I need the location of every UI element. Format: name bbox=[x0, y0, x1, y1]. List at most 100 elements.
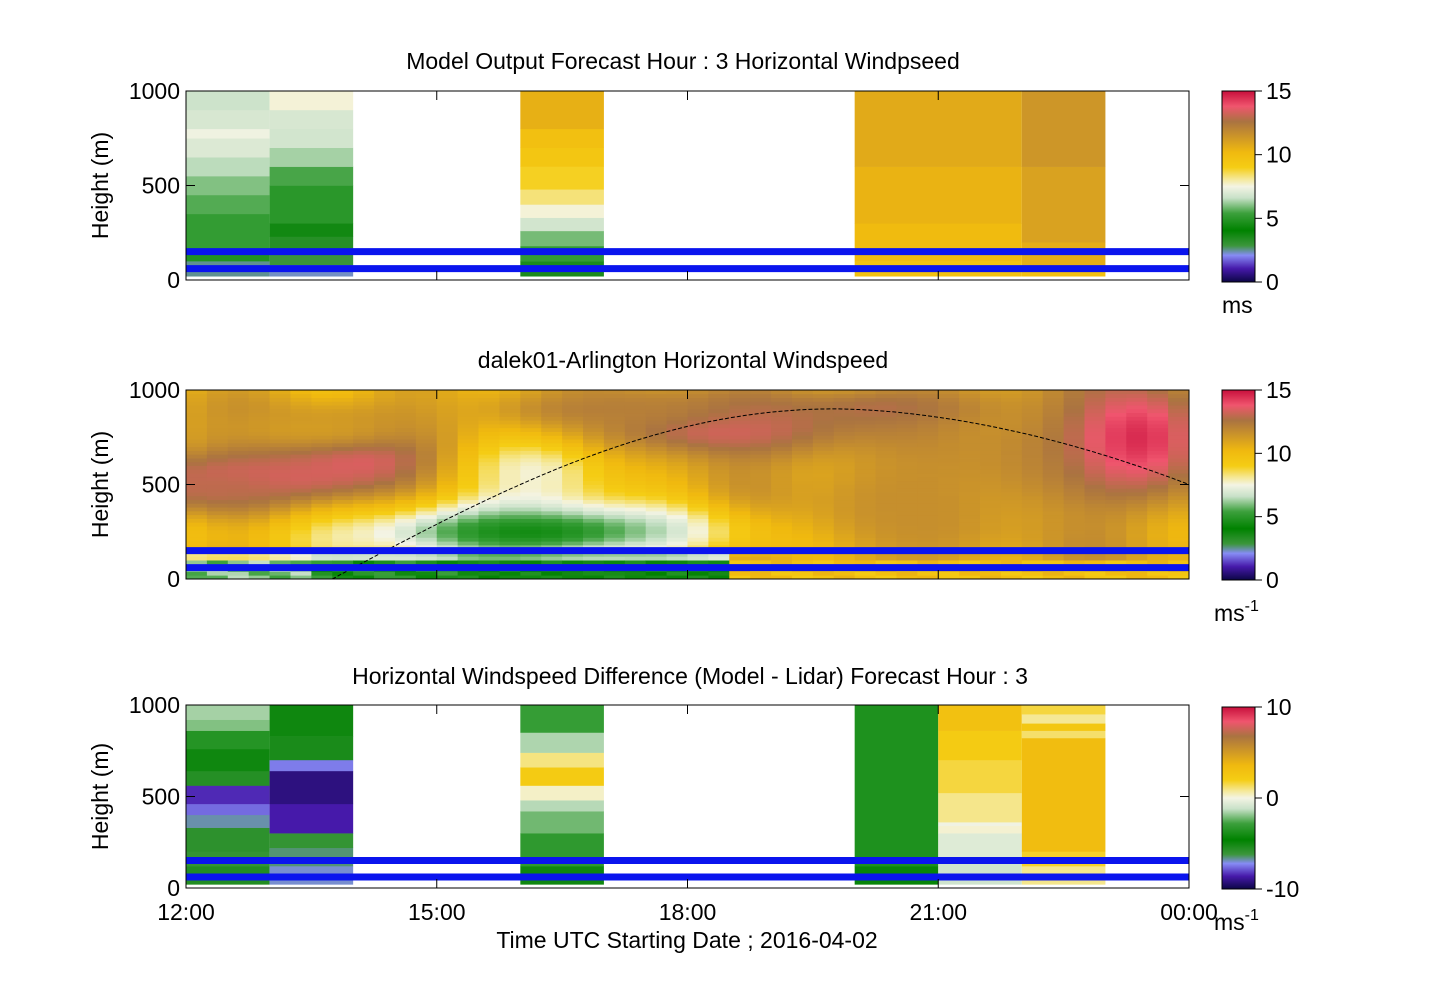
heatmap-cell bbox=[938, 408, 960, 414]
heatmap-cell bbox=[1042, 488, 1065, 493]
heatmap-cell bbox=[1063, 492, 1085, 497]
heatmap-cell bbox=[394, 484, 417, 489]
heatmap-cell bbox=[374, 526, 396, 531]
heatmap-cell bbox=[206, 556, 229, 561]
heatmap-cell bbox=[833, 442, 856, 448]
heatmap-cell bbox=[1147, 435, 1169, 440]
heatmap-cell bbox=[332, 560, 354, 565]
heatmap-cell bbox=[248, 514, 270, 519]
heatmap-cell bbox=[708, 435, 730, 440]
heatmap-cell bbox=[541, 465, 563, 470]
heatmap-cell bbox=[687, 560, 709, 565]
heatmap-cell bbox=[1084, 424, 1106, 429]
heatmap-cell bbox=[875, 408, 897, 414]
heatmap-cell bbox=[812, 552, 835, 557]
heatmap-cell bbox=[248, 476, 270, 482]
heatmap-cell bbox=[374, 514, 396, 519]
heatmap-cell bbox=[854, 556, 876, 561]
heatmap-cell bbox=[1000, 514, 1023, 519]
heatmap-cell bbox=[311, 405, 333, 410]
heatmap-cell bbox=[938, 393, 960, 398]
heatmap-cell bbox=[687, 503, 709, 508]
heatmap-cell bbox=[624, 424, 647, 429]
heatmap-cell bbox=[269, 442, 291, 448]
heatmap-cell bbox=[1021, 166, 1106, 243]
heatmap-cell bbox=[687, 533, 709, 538]
heatmap-cell bbox=[541, 405, 563, 410]
heatmap-cell bbox=[248, 416, 270, 421]
heatmap-cell bbox=[457, 390, 479, 395]
heatmap-cell bbox=[938, 492, 960, 497]
heatmap-cell bbox=[1021, 446, 1044, 451]
colorbar-unit-exponent: -1 bbox=[1245, 598, 1259, 615]
heatmap-cell bbox=[520, 785, 604, 801]
heatmap-cell bbox=[645, 526, 668, 531]
heatmap-cell bbox=[478, 522, 500, 527]
heatmap-cell bbox=[332, 390, 354, 395]
heatmap-cell bbox=[854, 431, 876, 436]
heatmap-cell bbox=[1042, 465, 1065, 470]
heatmap-cell bbox=[603, 461, 626, 466]
heatmap-cell bbox=[1105, 469, 1127, 474]
heatmap-cell bbox=[1105, 390, 1127, 395]
heatmap-cell bbox=[1084, 526, 1106, 531]
heatmap-cell bbox=[478, 507, 500, 512]
heatmap-cell bbox=[332, 435, 354, 440]
heatmap-cell bbox=[833, 503, 856, 508]
heatmap-cell bbox=[227, 431, 250, 436]
heatmap-cell bbox=[624, 397, 647, 402]
heatmap-cell bbox=[1021, 714, 1106, 724]
heatmap-cell bbox=[374, 435, 396, 440]
heatmap-cell bbox=[1147, 492, 1169, 497]
heatmap-cell bbox=[875, 439, 897, 444]
heatmap-cell bbox=[896, 480, 918, 485]
heatmap-cell bbox=[729, 427, 751, 432]
heatmap-cell bbox=[436, 571, 459, 576]
heatmap-cell bbox=[729, 514, 751, 519]
heatmap-cell bbox=[248, 405, 270, 410]
heatmap-cell bbox=[583, 495, 605, 501]
heatmap-cell bbox=[687, 529, 709, 535]
heatmap-cell bbox=[1000, 480, 1023, 485]
heatmap-cell bbox=[938, 522, 960, 527]
heatmap-cell bbox=[394, 495, 417, 501]
heatmap-cell bbox=[1000, 427, 1023, 432]
heatmap-cell bbox=[666, 537, 688, 542]
heatmap-cell bbox=[729, 571, 751, 576]
heatmap-cell bbox=[353, 393, 375, 398]
heatmap-cell bbox=[938, 529, 960, 535]
heatmap-cell bbox=[311, 575, 333, 579]
heatmap-cell bbox=[248, 499, 270, 504]
heatmap-cell bbox=[1168, 454, 1189, 459]
heatmap-cell bbox=[436, 461, 459, 466]
heatmap-cell bbox=[875, 416, 897, 421]
heatmap-cell bbox=[603, 480, 626, 485]
heatmap-cell bbox=[833, 446, 856, 451]
heatmap-cell bbox=[415, 533, 438, 538]
heatmap-cell bbox=[896, 450, 918, 455]
heatmap-cell bbox=[1042, 518, 1065, 523]
heatmap-cell bbox=[374, 495, 396, 501]
heatmap-cell bbox=[290, 473, 312, 478]
heatmap-cell bbox=[1084, 416, 1106, 421]
heatmap-cell bbox=[791, 450, 814, 455]
heatmap-cell bbox=[1147, 533, 1169, 538]
heatmap-cell bbox=[854, 454, 876, 459]
heatmap-cell bbox=[186, 412, 208, 417]
heatmap-cell bbox=[436, 541, 459, 546]
heatmap-cell bbox=[186, 499, 208, 504]
heatmap-cell bbox=[1168, 507, 1189, 512]
heatmap-cell bbox=[666, 495, 688, 501]
colorbar-unit: ms-1 bbox=[1214, 907, 1259, 935]
heatmap-cell bbox=[1063, 556, 1085, 561]
heatmap-cell bbox=[791, 476, 814, 482]
heatmap-cell bbox=[750, 575, 772, 579]
heatmap-cell bbox=[290, 424, 312, 429]
heatmap-cell bbox=[791, 552, 814, 557]
heatmap-cell bbox=[938, 488, 960, 493]
heatmap-cell bbox=[1021, 424, 1044, 429]
heatmap-cell bbox=[708, 405, 730, 410]
heatmap-cell bbox=[603, 507, 626, 512]
heatmap-cell bbox=[499, 537, 521, 542]
heatmap-cell bbox=[1084, 390, 1106, 395]
